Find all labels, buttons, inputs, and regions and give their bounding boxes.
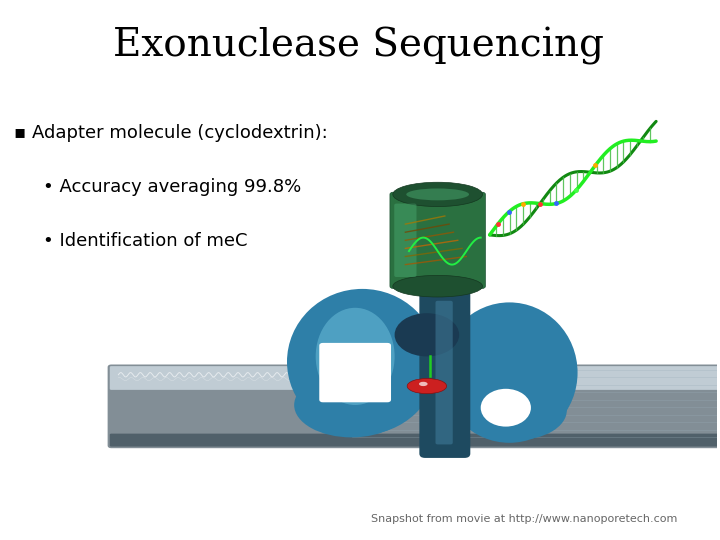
Ellipse shape	[287, 289, 438, 435]
Ellipse shape	[408, 379, 446, 394]
Ellipse shape	[393, 275, 482, 297]
Ellipse shape	[441, 302, 577, 443]
FancyBboxPatch shape	[109, 434, 719, 447]
Ellipse shape	[406, 188, 469, 200]
FancyBboxPatch shape	[109, 366, 719, 390]
Ellipse shape	[294, 373, 409, 437]
FancyBboxPatch shape	[436, 301, 453, 444]
Ellipse shape	[393, 183, 482, 206]
Text: • Accuracy averaging 99.8%: • Accuracy averaging 99.8%	[43, 178, 301, 196]
FancyBboxPatch shape	[390, 192, 485, 288]
Text: • Identification of meC: • Identification of meC	[43, 232, 248, 250]
Text: ▪ Adapter molecule (cyclodextrin):: ▪ Adapter molecule (cyclodextrin):	[14, 124, 328, 142]
Text: Snapshot from movie at http://www.nanoporetech.com: Snapshot from movie at http://www.nanopo…	[371, 514, 677, 524]
FancyBboxPatch shape	[395, 204, 416, 277]
FancyBboxPatch shape	[319, 343, 391, 402]
Ellipse shape	[481, 389, 531, 427]
Ellipse shape	[467, 381, 567, 440]
Ellipse shape	[419, 382, 428, 386]
Ellipse shape	[315, 308, 395, 405]
Text: Exonuclease Sequencing: Exonuclease Sequencing	[113, 27, 604, 65]
Ellipse shape	[395, 313, 459, 356]
FancyBboxPatch shape	[419, 287, 470, 458]
FancyBboxPatch shape	[107, 364, 720, 448]
